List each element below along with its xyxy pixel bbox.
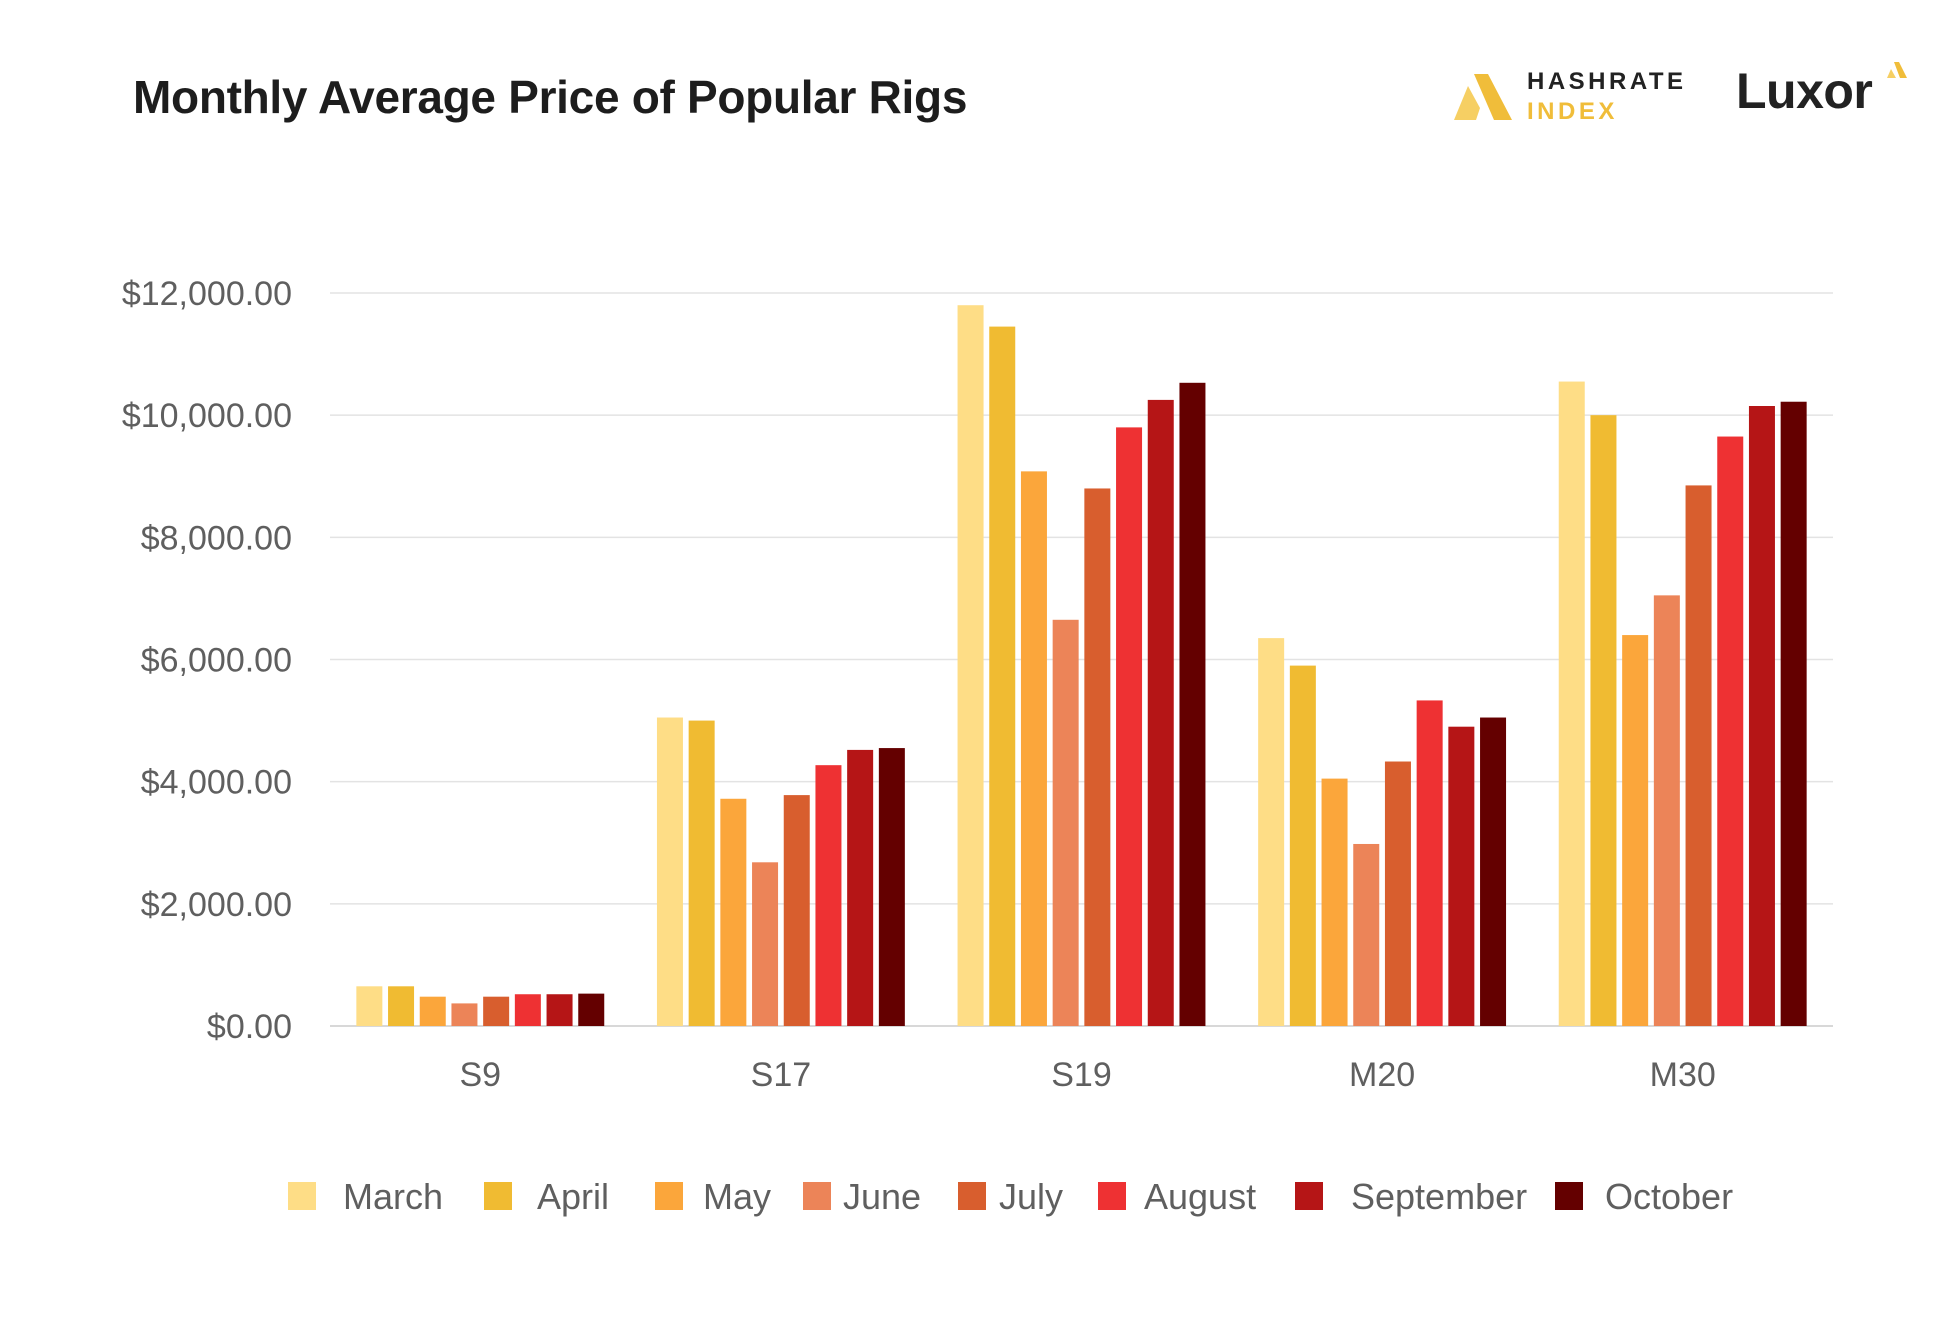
legend-swatch bbox=[1295, 1182, 1323, 1210]
legend-item-july[interactable]: July bbox=[958, 1176, 1063, 1217]
x-tick-label-m20: M20 bbox=[1349, 1056, 1415, 1094]
bar-s19-september bbox=[1147, 399, 1174, 1026]
bar-s17-march bbox=[656, 717, 683, 1026]
y-tick-label: $12,000.00 bbox=[122, 275, 292, 313]
luxor-logo: Luxor bbox=[1736, 60, 1916, 130]
x-tick-label-m30: M30 bbox=[1650, 1056, 1716, 1094]
legend-item-march[interactable]: March bbox=[288, 1176, 443, 1217]
bar-m20-june bbox=[1353, 843, 1380, 1026]
legend-swatch bbox=[655, 1182, 683, 1210]
legend-item-june[interactable]: June bbox=[803, 1176, 921, 1217]
legend-swatch bbox=[288, 1182, 316, 1210]
bar-s9-march bbox=[356, 986, 383, 1026]
bar-m20-march bbox=[1258, 638, 1285, 1026]
y-tick-label: $6,000.00 bbox=[141, 642, 292, 680]
bar-m30-march bbox=[1558, 381, 1585, 1027]
bar-s19-july bbox=[1084, 488, 1111, 1026]
bar-s19-october bbox=[1179, 382, 1206, 1027]
bar-s17-april bbox=[688, 720, 715, 1026]
hashrate-logo-line1: HASHRATE bbox=[1527, 68, 1687, 95]
bars bbox=[356, 305, 1807, 1027]
bar-s19-august bbox=[1116, 427, 1143, 1027]
bar-m20-april bbox=[1289, 665, 1316, 1026]
bar-m20-october bbox=[1480, 717, 1507, 1026]
bar-s9-august bbox=[514, 994, 541, 1026]
x-tick-label-s9: S9 bbox=[460, 1056, 502, 1094]
legend-label: May bbox=[703, 1176, 771, 1217]
hashrate-index-logo: HASHRATE INDEX bbox=[1452, 64, 1692, 130]
bar-s19-june bbox=[1052, 619, 1079, 1026]
legend-swatch bbox=[958, 1182, 986, 1210]
bar-s9-october bbox=[578, 993, 605, 1026]
legend-label: October bbox=[1605, 1176, 1733, 1217]
bar-s9-july bbox=[483, 996, 510, 1026]
bar-s9-september bbox=[546, 994, 573, 1026]
bar-m30-august bbox=[1717, 436, 1744, 1026]
legend-label: April bbox=[537, 1176, 609, 1217]
x-tick-label-s19: S19 bbox=[1051, 1056, 1112, 1094]
bar-m30-july bbox=[1685, 485, 1712, 1027]
legend-label: July bbox=[999, 1176, 1063, 1217]
y-tick-label: $4,000.00 bbox=[141, 764, 292, 802]
legend-item-august[interactable]: August bbox=[1098, 1176, 1256, 1217]
legend-swatch bbox=[803, 1182, 831, 1210]
legend-swatch bbox=[1098, 1182, 1126, 1210]
bar-s17-july bbox=[783, 795, 810, 1026]
y-tick-label: $2,000.00 bbox=[141, 886, 292, 924]
x-tick-label-s17: S17 bbox=[751, 1056, 812, 1094]
bar-s9-june bbox=[451, 1003, 478, 1026]
legend-item-october[interactable]: October bbox=[1555, 1176, 1733, 1217]
legend-label: September bbox=[1351, 1176, 1527, 1217]
y-tick-label: $10,000.00 bbox=[122, 397, 292, 435]
legend-item-september[interactable]: September bbox=[1295, 1176, 1527, 1217]
legend-label: August bbox=[1144, 1176, 1256, 1217]
bar-s17-june bbox=[752, 862, 779, 1026]
y-tick-label: $0.00 bbox=[207, 1008, 292, 1046]
hashrate-logo-line2: INDEX bbox=[1527, 98, 1618, 125]
y-tick-label: $8,000.00 bbox=[141, 519, 292, 557]
bar-m30-may bbox=[1622, 635, 1649, 1026]
bar-s17-august bbox=[815, 765, 842, 1026]
chart-title: Monthly Average Price of Popular Rigs bbox=[133, 71, 968, 123]
x-axis-ticks: S9 S17 S19 M20 M30 bbox=[460, 1056, 1716, 1094]
legend-swatch bbox=[1555, 1182, 1583, 1210]
bar-s19-april bbox=[989, 326, 1016, 1026]
luxor-mark-icon bbox=[1887, 62, 1907, 78]
legend-label: March bbox=[343, 1176, 443, 1217]
luxor-logo-text: Luxor bbox=[1736, 63, 1873, 119]
bar-s19-may bbox=[1020, 471, 1047, 1026]
legend[interactable]: March April May June July August September Octo… bbox=[288, 1176, 1733, 1217]
legend-swatch bbox=[484, 1182, 512, 1210]
bar-s9-may bbox=[419, 996, 446, 1026]
bar-m30-september bbox=[1748, 406, 1775, 1027]
bar-m30-june bbox=[1653, 595, 1680, 1026]
legend-item-may[interactable]: May bbox=[655, 1176, 771, 1217]
legend-label: June bbox=[843, 1176, 921, 1217]
hashrate-index-icon bbox=[1454, 74, 1512, 120]
bar-m30-october bbox=[1780, 401, 1807, 1026]
bar-s9-april bbox=[388, 986, 415, 1026]
bar-m20-august bbox=[1416, 700, 1443, 1026]
bar-s17-september bbox=[847, 749, 874, 1026]
bar-m30-april bbox=[1590, 415, 1617, 1027]
bar-m20-july bbox=[1384, 761, 1411, 1026]
bar-m20-september bbox=[1448, 726, 1475, 1026]
legend-item-april[interactable]: April bbox=[484, 1176, 609, 1217]
bar-m20-may bbox=[1321, 778, 1348, 1026]
y-axis-ticks: $0.00 $2,000.00 $4,000.00 $6,000.00 $8,000.0… bbox=[122, 275, 292, 1046]
bar-s17-may bbox=[720, 798, 747, 1026]
bar-s19-march bbox=[957, 305, 984, 1026]
bar-s17-october bbox=[878, 748, 905, 1026]
